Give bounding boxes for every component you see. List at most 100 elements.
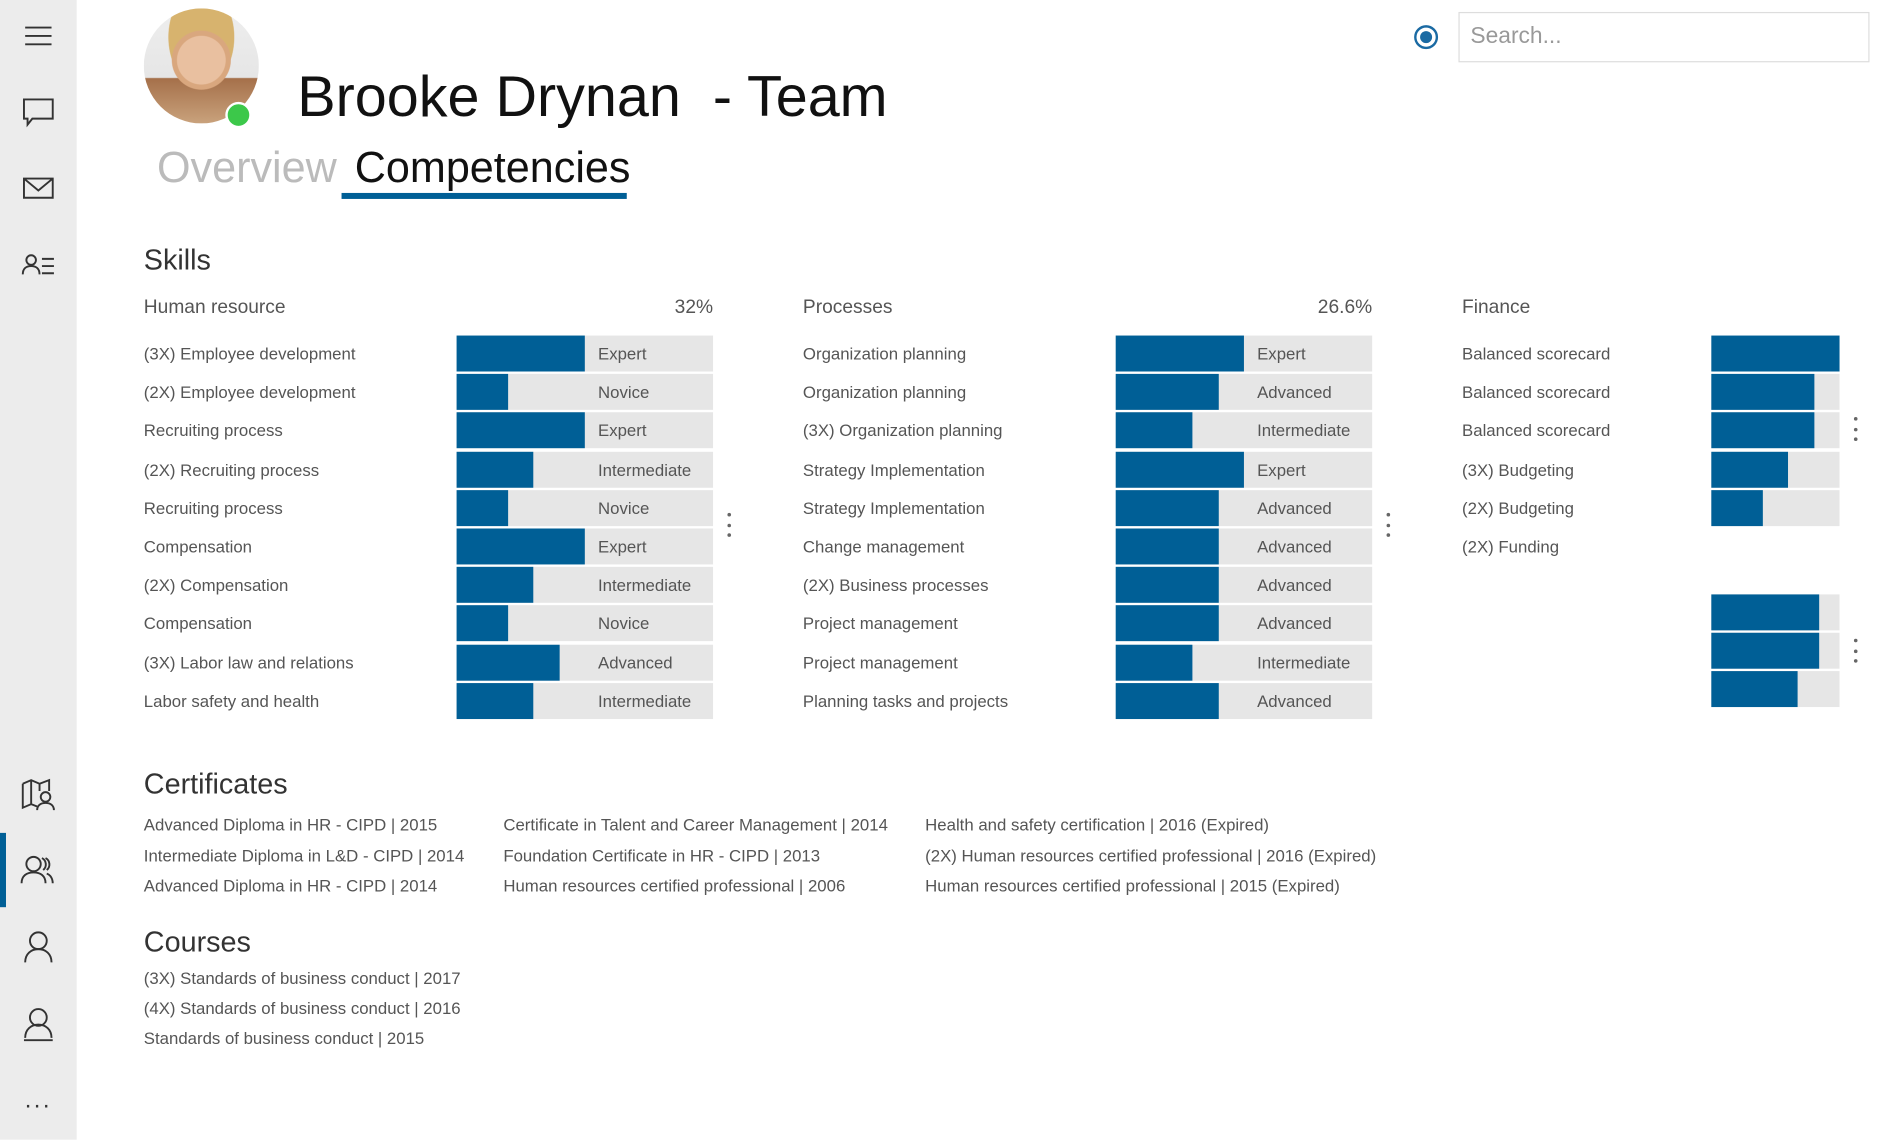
course-item: (4X) Standards of business conduct | 201… <box>143 998 461 1018</box>
skill-label: (3X) Labor law and relations <box>143 652 354 672</box>
skill-level: Expert <box>598 536 647 557</box>
skill-bar-track <box>1115 412 1373 449</box>
skill-bar <box>456 644 560 681</box>
skill-label: (2X) Compensation <box>143 575 289 595</box>
skill-bar <box>1711 412 1814 449</box>
certificate-item: Certificate in Talent and Career Managem… <box>503 814 888 835</box>
skill-label: Organization planning <box>802 382 967 402</box>
search-input[interactable] <box>1458 11 1870 63</box>
dot <box>726 512 731 517</box>
skill-label: Compensation <box>143 536 253 557</box>
skill-bar <box>1711 671 1798 708</box>
certificates-heading: Certificates <box>143 768 288 801</box>
skill-level: Advanced <box>1257 575 1332 595</box>
skill-level: Advanced <box>1257 614 1332 634</box>
skill-level: Expert <box>598 343 647 364</box>
skill-label: Balanced scorecard <box>1462 382 1611 402</box>
skill-level: Expert <box>1257 459 1306 479</box>
team-icon[interactable] <box>19 850 57 888</box>
map-people-icon[interactable] <box>19 775 57 813</box>
certificate-item: Advanced Diploma in HR - CIPD | 2014 <box>143 876 438 896</box>
skill-label: Recruiting process <box>143 421 283 441</box>
skill-bar <box>1115 335 1244 372</box>
skill-bar-track <box>1115 567 1373 604</box>
dot <box>1385 533 1390 537</box>
skill-bar <box>1711 335 1840 372</box>
skill-bar-track <box>456 682 714 719</box>
skill-label: (3X) Employee development <box>143 343 356 364</box>
mail-icon[interactable] <box>19 169 57 207</box>
skill-level: Intermediate <box>1257 421 1351 441</box>
skill-bar-track <box>1711 671 1840 708</box>
person-account-icon[interactable] <box>19 1005 57 1043</box>
skill-bar <box>456 335 585 372</box>
skills-heading: Skills <box>143 244 211 277</box>
skill-bar-track <box>1115 682 1373 719</box>
skill-bar-track <box>1711 451 1840 488</box>
skill-group-title: Processes <box>802 297 893 318</box>
skill-label: (3X) Budgeting <box>1462 459 1574 479</box>
chat-icon[interactable] <box>19 92 57 130</box>
skill-group-title: Finance <box>1462 297 1531 318</box>
skill-level: Intermediate <box>598 459 692 479</box>
dot <box>1853 638 1857 643</box>
skill-bar <box>1115 528 1219 565</box>
skill-bar <box>1711 632 1820 669</box>
certificate-item: (2X) Human resources certified professio… <box>925 846 1377 866</box>
hamburger-menu-icon[interactable] <box>19 17 57 55</box>
certificate-item: Intermediate Diploma in L&D - CIPD | 201… <box>143 846 465 866</box>
dot <box>1853 659 1857 663</box>
skill-bar <box>456 489 508 526</box>
skill-level: Novice <box>598 382 650 402</box>
skill-bar-track <box>1115 605 1373 642</box>
certificate-item: Human resources certified professional |… <box>503 876 846 896</box>
skill-level: Intermediate <box>1257 652 1351 672</box>
more-options-icon[interactable] <box>1852 638 1859 663</box>
person-icon[interactable] <box>19 928 57 966</box>
contact-list-icon[interactable] <box>19 246 57 284</box>
skill-bar <box>1711 489 1763 526</box>
dot <box>1853 417 1857 421</box>
skill-level: Advanced <box>1257 498 1332 518</box>
skill-label: Balanced scorecard <box>1462 421 1611 441</box>
tab-competencies[interactable]: Competencies <box>354 142 631 192</box>
skill-bar-track <box>1115 451 1373 488</box>
dot <box>1853 427 1857 431</box>
course-item: (3X) Standards of business conduct | 201… <box>143 968 461 988</box>
skill-bar-track <box>1115 374 1373 411</box>
more-icon[interactable]: ... <box>24 1086 52 1113</box>
more-options-icon[interactable] <box>725 512 732 537</box>
skill-bar <box>1711 451 1789 488</box>
dot <box>1853 437 1857 442</box>
radio-button-icon[interactable] <box>1414 25 1439 50</box>
skill-label: Project management <box>802 614 958 634</box>
skill-bar-track <box>456 605 714 642</box>
course-item: Standards of business conduct | 2015 <box>143 1028 425 1048</box>
skill-bar <box>1115 412 1193 449</box>
skill-bar <box>456 528 585 565</box>
skill-label: Organization planning <box>802 343 967 364</box>
skill-level: Advanced <box>1257 382 1332 402</box>
skill-level: Expert <box>1257 343 1306 364</box>
skill-bar <box>1115 644 1193 681</box>
skill-label: Strategy Implementation <box>802 498 985 518</box>
skill-group-percent: 26.6% <box>1317 297 1373 318</box>
skill-level: Intermediate <box>598 691 692 711</box>
dot <box>1385 523 1390 527</box>
skill-label: Labor safety and health <box>143 691 320 711</box>
dot <box>726 523 731 527</box>
skill-bar <box>1115 451 1244 488</box>
skill-label: Balanced scorecard <box>1462 343 1611 364</box>
more-options-icon[interactable] <box>1852 417 1859 442</box>
tab-overview[interactable]: Overview <box>156 142 337 192</box>
presence-online-icon <box>225 101 252 129</box>
skill-bar-track <box>456 451 714 488</box>
skill-level: Intermediate <box>598 575 692 595</box>
skill-bar-track <box>456 644 714 681</box>
skill-bar <box>1115 567 1219 604</box>
skill-bar <box>1115 374 1219 411</box>
skill-bar <box>1711 374 1814 411</box>
skill-bar-track <box>1711 489 1840 526</box>
more-options-icon[interactable] <box>1384 512 1391 537</box>
